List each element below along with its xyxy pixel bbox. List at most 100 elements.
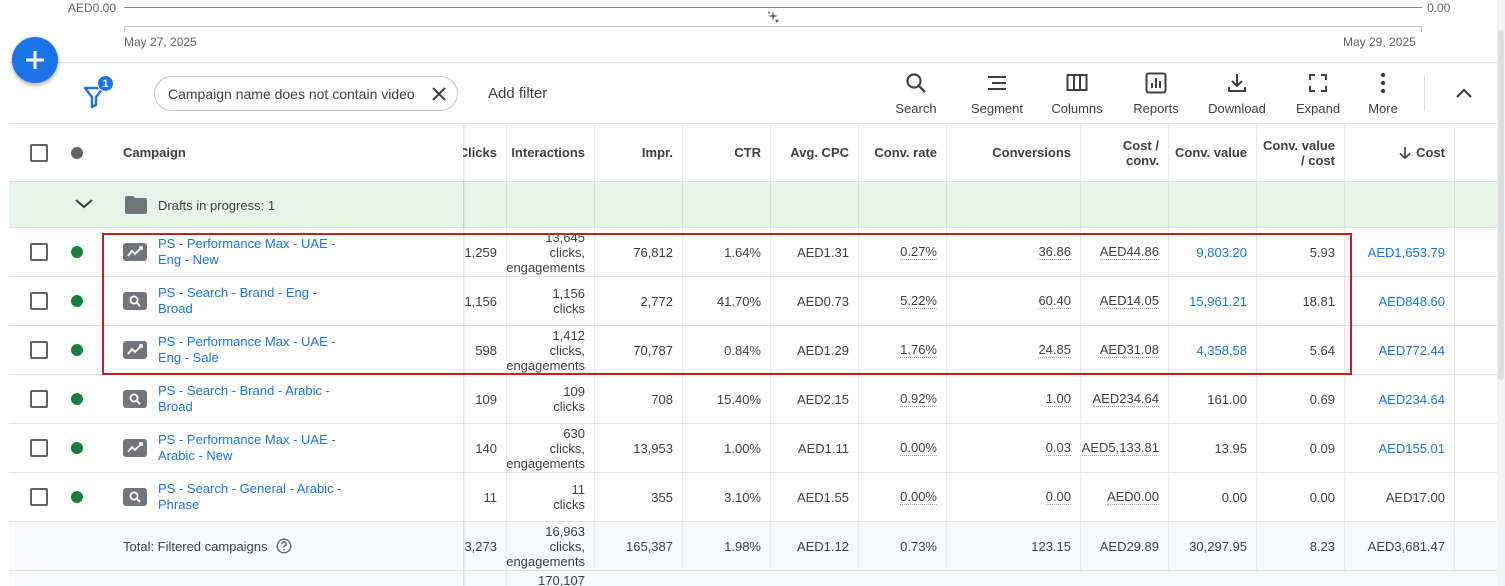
row-checkbox[interactable] xyxy=(30,439,48,457)
table-toolbar: 1 Campaign name does not contain video A… xyxy=(9,62,1497,124)
column-header-clicks[interactable]: Clicks xyxy=(463,145,497,160)
impr-value: 2,772 xyxy=(640,293,673,309)
total-avg-cpc: AED1.12 xyxy=(796,538,849,554)
sparkle-icon[interactable] xyxy=(766,10,780,24)
table-row[interactable]: PS - Search - General - Arabic - Phrase 11… xyxy=(9,473,1497,522)
segment-label: Segment xyxy=(970,101,1024,116)
column-header-conversions[interactable]: Conversions xyxy=(992,145,1071,160)
interactions-value: 630 clicks, engagements xyxy=(507,426,585,471)
column-header-cost[interactable]: Cost xyxy=(1416,145,1445,160)
status-enabled-icon[interactable] xyxy=(71,491,83,503)
total-row-partial: 170,107 xyxy=(9,571,1497,586)
column-header-avg-cpc[interactable]: Avg. CPC xyxy=(790,145,849,160)
column-header-conv-value-cost[interactable]: Conv. value / cost xyxy=(1263,138,1335,168)
page-scrollbar[interactable] xyxy=(1497,0,1505,586)
table-row[interactable]: PS - Performance Max - UAE - Eng - Sale 59… xyxy=(9,326,1497,375)
drafts-row[interactable]: Drafts in progress: 1 xyxy=(9,182,1497,228)
row-checkbox[interactable] xyxy=(30,341,48,359)
conversions-value: 36.86 xyxy=(1038,244,1071,260)
campaign-name-link[interactable]: PS - Performance Max - UAE - Eng - Sale xyxy=(158,334,348,366)
conv-value-value: 0.00 xyxy=(1221,489,1247,505)
name-line: Arabic - New xyxy=(158,448,233,463)
status-enabled-icon[interactable] xyxy=(71,442,83,454)
conversions-value: 1.00 xyxy=(1045,391,1071,407)
more-button[interactable]: More xyxy=(1365,71,1401,119)
column-header-ctr[interactable]: CTR xyxy=(734,145,761,160)
row-checkbox[interactable] xyxy=(30,390,48,408)
segment-button[interactable]: Segment xyxy=(967,71,1027,119)
expand-button[interactable]: Expand xyxy=(1293,71,1343,119)
total-conv-value: 30,297.95 xyxy=(1189,538,1247,554)
cost-value[interactable]: AED155.01 xyxy=(1378,440,1446,456)
download-button[interactable]: Download xyxy=(1205,71,1269,119)
cost-value[interactable]: AED234.64 xyxy=(1378,391,1446,407)
columns-button[interactable]: Columns xyxy=(1049,71,1105,119)
conv-value-value[interactable]: 9,803.20 xyxy=(1196,244,1247,260)
conv-value-cost-value: 5.93 xyxy=(1309,244,1335,260)
campaign-name-link[interactable]: PS - Search - Brand - Eng - Broad xyxy=(158,285,348,317)
table-row[interactable]: PS - Performance Max - UAE - Eng - New 1,2… xyxy=(9,228,1497,277)
help-icon[interactable] xyxy=(276,538,292,554)
campaign-type-badge xyxy=(123,488,147,506)
status-enabled-icon[interactable] xyxy=(71,295,83,307)
campaign-name-link[interactable]: PS - Search - Brand - Arabic - Broad xyxy=(158,383,348,415)
interactions-value: 13,645 clicks, engagements xyxy=(507,230,585,275)
reports-button[interactable]: Reports xyxy=(1129,71,1183,119)
campaign-type-badge xyxy=(123,439,147,457)
column-divider xyxy=(682,182,683,228)
row-checkbox[interactable] xyxy=(30,292,48,310)
filter-button[interactable]: 1 xyxy=(81,73,121,113)
campaign-name-link[interactable]: PS - Performance Max - UAE - Eng - New xyxy=(158,236,348,268)
column-header-cost-per-conv[interactable]: Cost / conv. xyxy=(1123,138,1159,168)
total-ctr: 1.98% xyxy=(724,538,761,554)
name-line: Eng - Sale xyxy=(158,350,219,365)
interactions-value: 1,412 clicks, engagements xyxy=(506,328,585,373)
column-header-interactions[interactable]: Interactions xyxy=(511,145,585,160)
name-line: PS - Search - Brand - Eng - xyxy=(158,285,317,300)
column-header-impr[interactable]: Impr. xyxy=(641,145,673,160)
row-checkbox[interactable] xyxy=(30,243,48,261)
column-header-campaign[interactable]: Campaign xyxy=(123,145,186,160)
table-row[interactable]: PS - Performance Max - UAE - Arabic - New… xyxy=(9,424,1497,473)
row-checkbox[interactable] xyxy=(30,488,48,506)
total-cost: AED3,681.47 xyxy=(1367,538,1445,554)
table-row[interactable]: PS - Search - Brand - Eng - Broad 1,156 1,1… xyxy=(9,277,1497,326)
filter-chip[interactable]: Campaign name does not contain video xyxy=(154,76,458,111)
arrow-down-icon[interactable] xyxy=(1398,146,1412,160)
column-header-conv-rate[interactable]: Conv. rate xyxy=(874,145,937,160)
conv-value-value[interactable]: 4,358.58 xyxy=(1196,342,1247,358)
add-filter-button[interactable]: Add filter xyxy=(488,85,548,102)
close-icon[interactable] xyxy=(430,85,448,103)
value-line: engagements xyxy=(506,357,585,373)
campaign-name-link[interactable]: PS - Search - General - Arabic - Phrase xyxy=(158,481,348,513)
table-row[interactable]: PS - Search - Brand - Arabic - Broad 109 10… xyxy=(9,375,1497,424)
name-line: Eng - New xyxy=(158,252,219,267)
cost-conv-value: AED44.86 xyxy=(1099,244,1159,260)
select-all-checkbox[interactable] xyxy=(30,143,48,162)
status-enabled-icon[interactable] xyxy=(71,393,83,405)
column-header-conv-value[interactable]: Conv. value xyxy=(1174,145,1247,160)
create-button[interactable] xyxy=(12,37,58,83)
campaign-name-link[interactable]: PS - Performance Max - UAE - Arabic - New xyxy=(158,432,348,464)
status-column-icon[interactable] xyxy=(71,146,83,159)
cost-value[interactable]: AED848.60 xyxy=(1378,293,1446,309)
value-line: clicks, xyxy=(549,440,585,456)
ctr-value: 1.00% xyxy=(724,440,761,456)
frozen-column-shadow xyxy=(463,124,466,586)
conv-value-value[interactable]: 15,961.21 xyxy=(1189,293,1247,309)
scrollbar-thumb[interactable] xyxy=(1498,30,1504,380)
more-label: More xyxy=(1368,101,1398,116)
chevron-down-icon[interactable] xyxy=(74,194,94,214)
cost-value[interactable]: AED1,653.79 xyxy=(1367,244,1445,260)
column-divider xyxy=(1256,182,1257,228)
chevron-up-icon[interactable] xyxy=(1452,82,1476,106)
search-button[interactable]: Search xyxy=(895,71,937,119)
download-label: Download xyxy=(1208,101,1266,116)
status-enabled-icon[interactable] xyxy=(71,246,83,258)
column-divider xyxy=(594,182,595,228)
status-enabled-icon[interactable] xyxy=(71,344,83,356)
conversions-value: 60.40 xyxy=(1038,293,1071,309)
header-line: Conv. value xyxy=(1262,137,1335,153)
cost-value[interactable]: AED772.44 xyxy=(1378,342,1446,358)
search-campaign-icon xyxy=(129,491,141,503)
